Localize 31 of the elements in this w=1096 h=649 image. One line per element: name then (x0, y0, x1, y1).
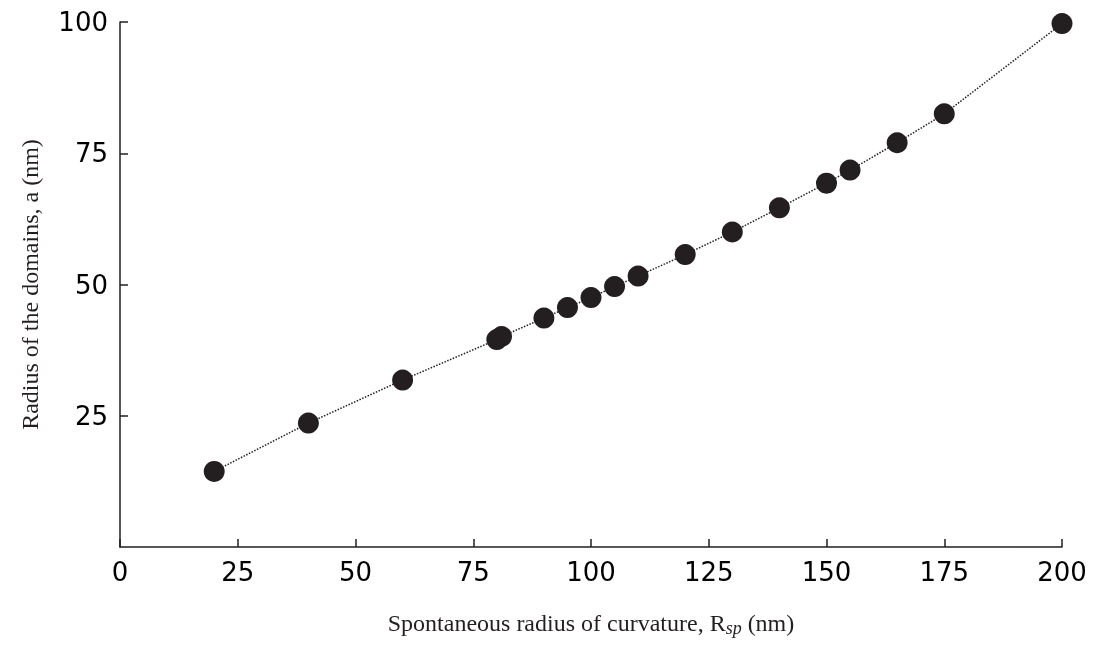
y-tick-label: 100 (58, 7, 108, 37)
x-tick-label: 50 (338, 557, 373, 587)
point (627, 265, 649, 287)
x-tick-label: 200 (1037, 557, 1087, 587)
point (1051, 13, 1073, 35)
point (203, 460, 225, 482)
point (674, 244, 696, 266)
x-tick-label: 0 (111, 557, 129, 587)
y-axis-title: Radius of the domains, a (nm) (17, 139, 43, 430)
point (297, 412, 319, 434)
point (839, 159, 861, 181)
point (604, 276, 626, 298)
x-tick-label: 100 (566, 557, 616, 587)
point (491, 325, 513, 347)
point (556, 297, 578, 319)
x-tick-label: 125 (683, 557, 734, 587)
x-tick-label: 25 (221, 557, 255, 587)
point (392, 369, 414, 391)
point (886, 132, 908, 154)
point (721, 221, 743, 243)
point (933, 103, 955, 125)
point (816, 172, 837, 194)
point (768, 197, 790, 219)
x-tick-label: 150 (801, 557, 852, 587)
x-tick-label: 175 (919, 557, 970, 587)
point (533, 307, 555, 329)
x-tick-label: 75 (456, 557, 490, 587)
y-tick-label: 75 (74, 138, 108, 169)
y-tick-label: 25 (74, 400, 108, 431)
point (580, 287, 602, 309)
y-tick-label: 50 (74, 269, 108, 300)
